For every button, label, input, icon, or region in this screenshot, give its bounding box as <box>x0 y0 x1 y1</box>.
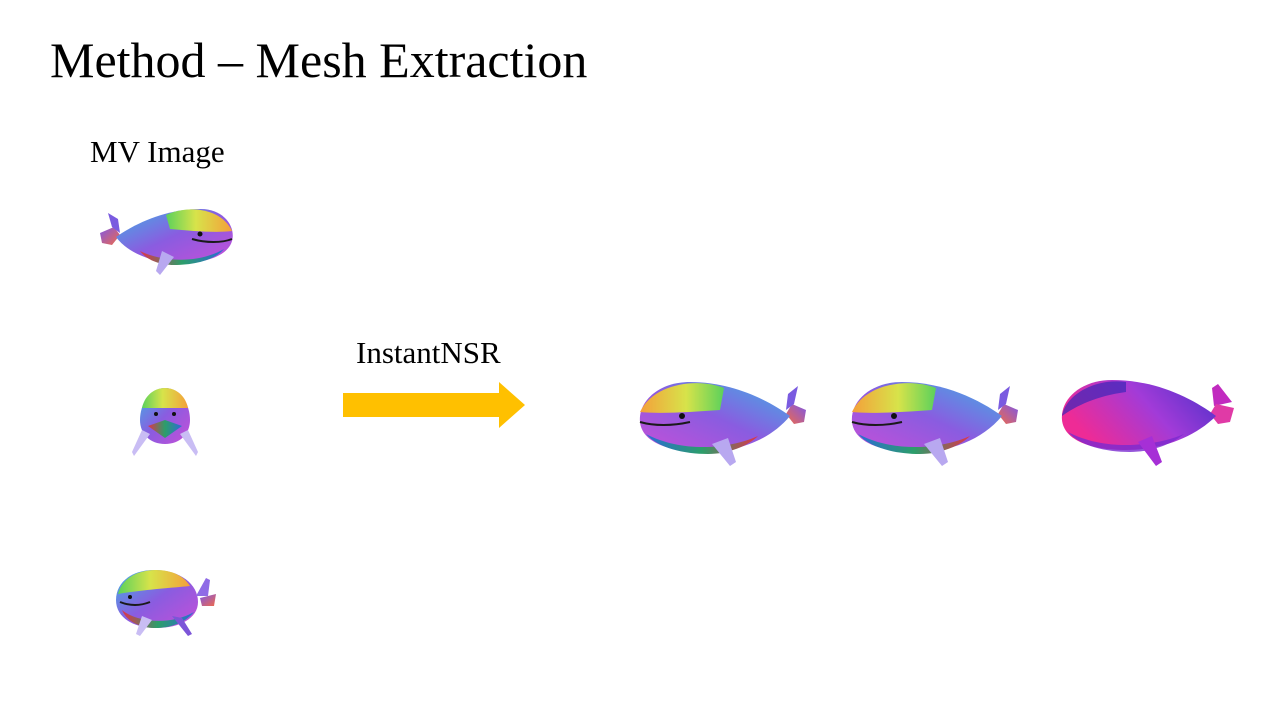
input-whale-side-view <box>96 205 236 277</box>
output-whale-rgb-2 <box>846 380 1022 468</box>
mv-image-label: MV Image <box>90 134 225 169</box>
arrow-right-icon <box>343 382 525 428</box>
slide-title: Method – Mesh Extraction <box>50 32 588 88</box>
input-whale-three-quarter-view <box>110 566 218 638</box>
input-whale-front-view <box>128 386 202 458</box>
instantnsr-label: InstantNSR <box>356 335 501 370</box>
output-whale-rgb-1 <box>636 380 808 468</box>
output-whale-normal-map <box>1058 376 1236 468</box>
